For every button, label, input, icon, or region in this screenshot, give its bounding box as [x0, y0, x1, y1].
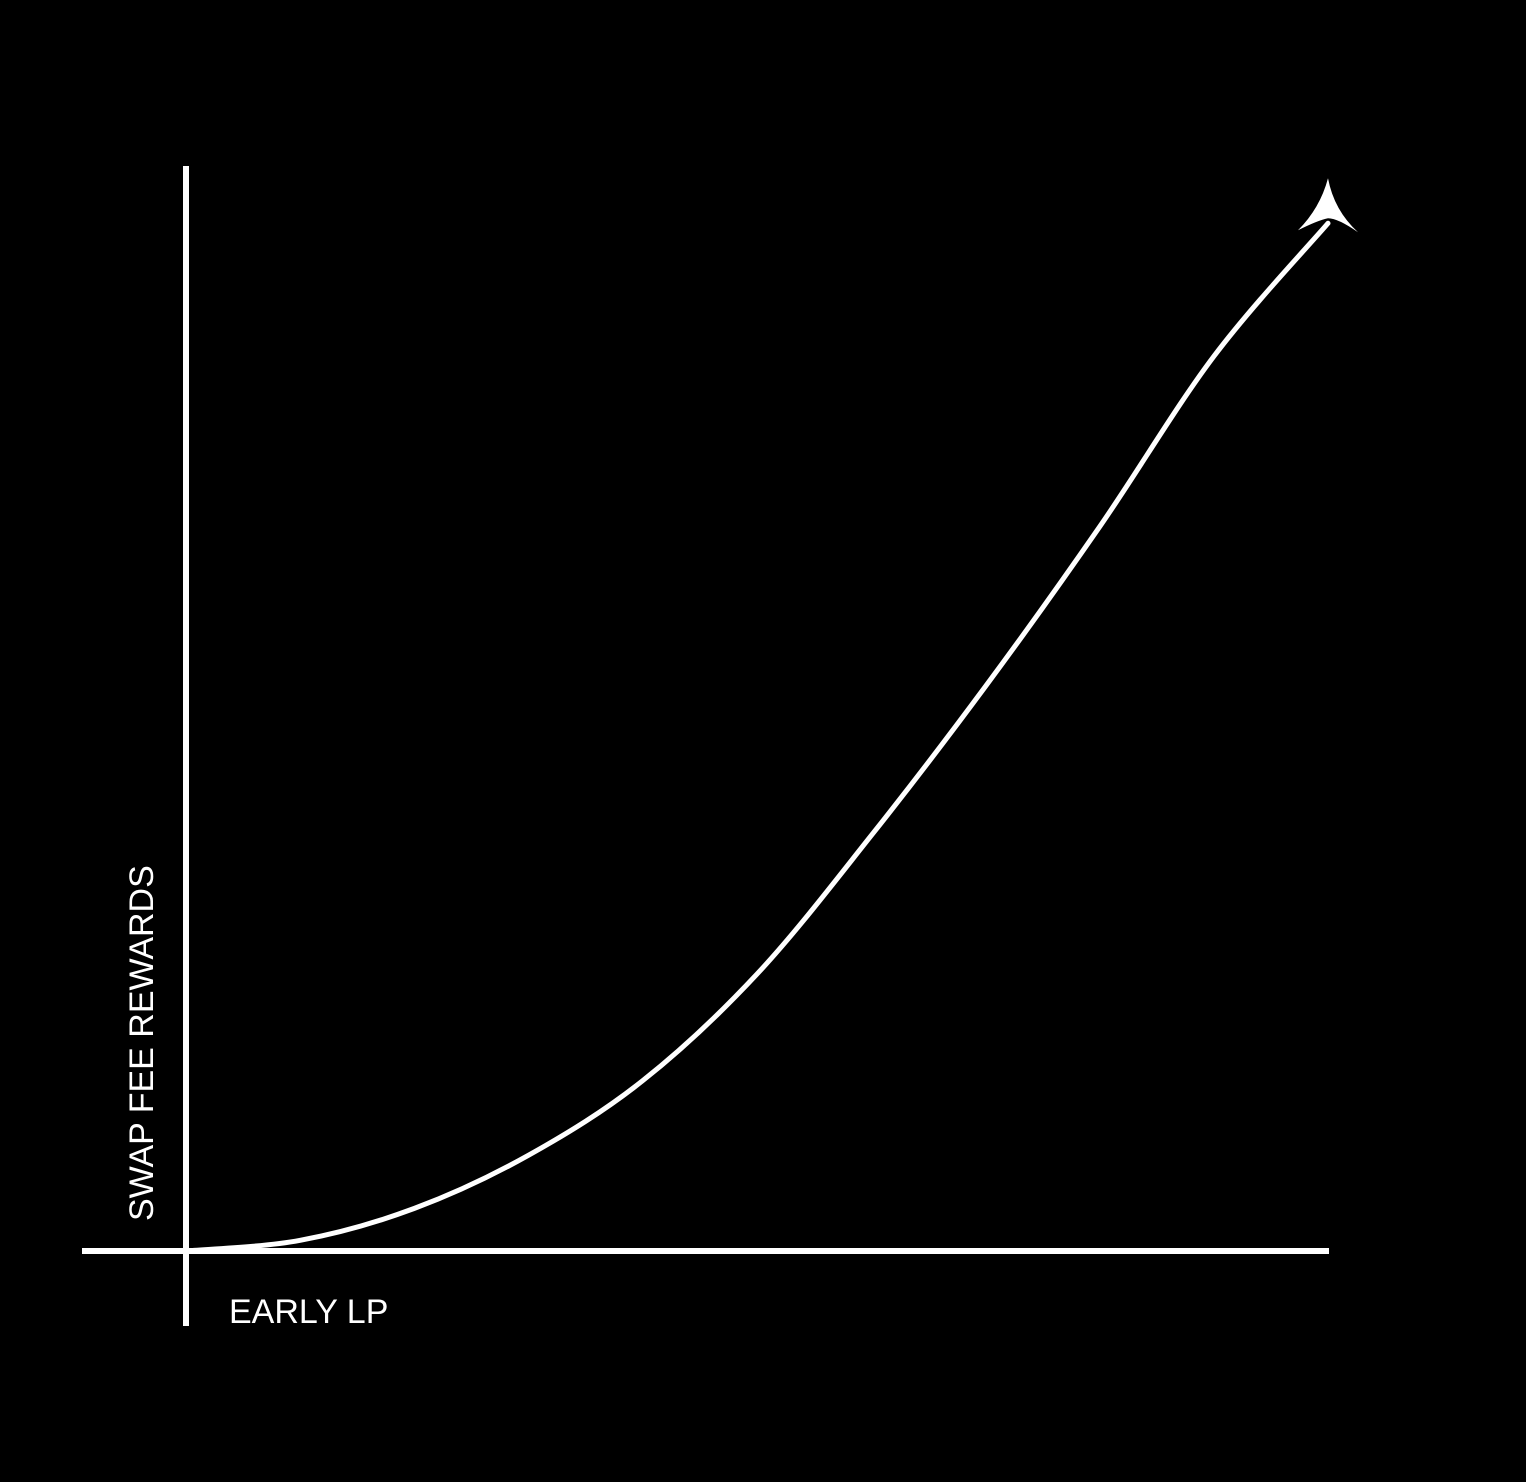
series-layer — [183, 178, 1358, 1254]
arrowhead-icon — [1298, 178, 1358, 233]
axes — [82, 166, 1329, 1326]
x-axis-label: EARLY LP — [229, 1293, 388, 1331]
y-axis-label: SWAP FEE REWARDS — [123, 865, 161, 1221]
series-line-0 — [183, 220, 1331, 1254]
